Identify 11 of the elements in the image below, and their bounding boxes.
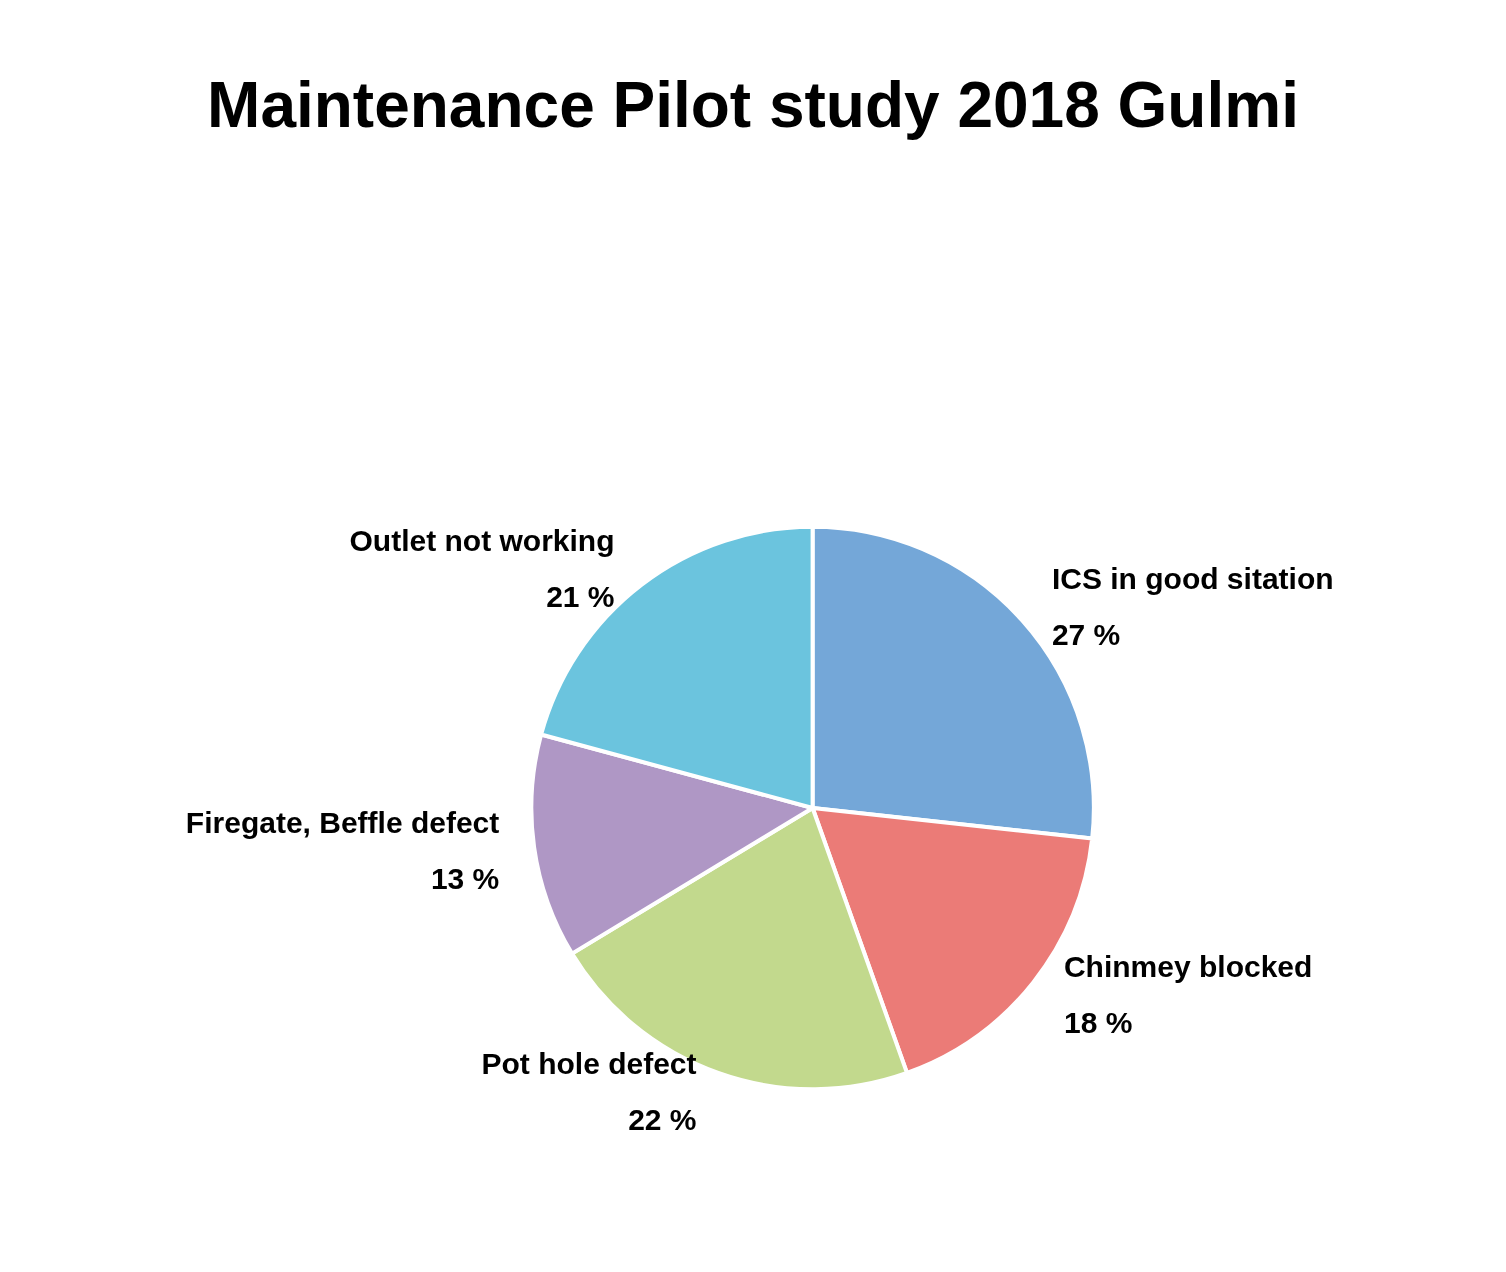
data-label: 27 % [1051, 618, 1121, 652]
slice-label: Firegate, Beffle defect [185, 805, 500, 839]
chart-title: Maintenance Pilot study 2018 Gulmi [207, 69, 1299, 141]
slice-label: Pot hole defect [481, 1047, 697, 1081]
slice-label: Chinmey blocked [1063, 950, 1313, 984]
slice-label: Outlet not working [349, 524, 615, 558]
data-label: 18 % [1063, 1006, 1133, 1040]
data-label: 21 % [546, 580, 615, 614]
slice-label: ICS in good sitation [1051, 562, 1334, 596]
data-label: 13 % [430, 861, 500, 895]
data-label: 22 % [628, 1103, 697, 1137]
